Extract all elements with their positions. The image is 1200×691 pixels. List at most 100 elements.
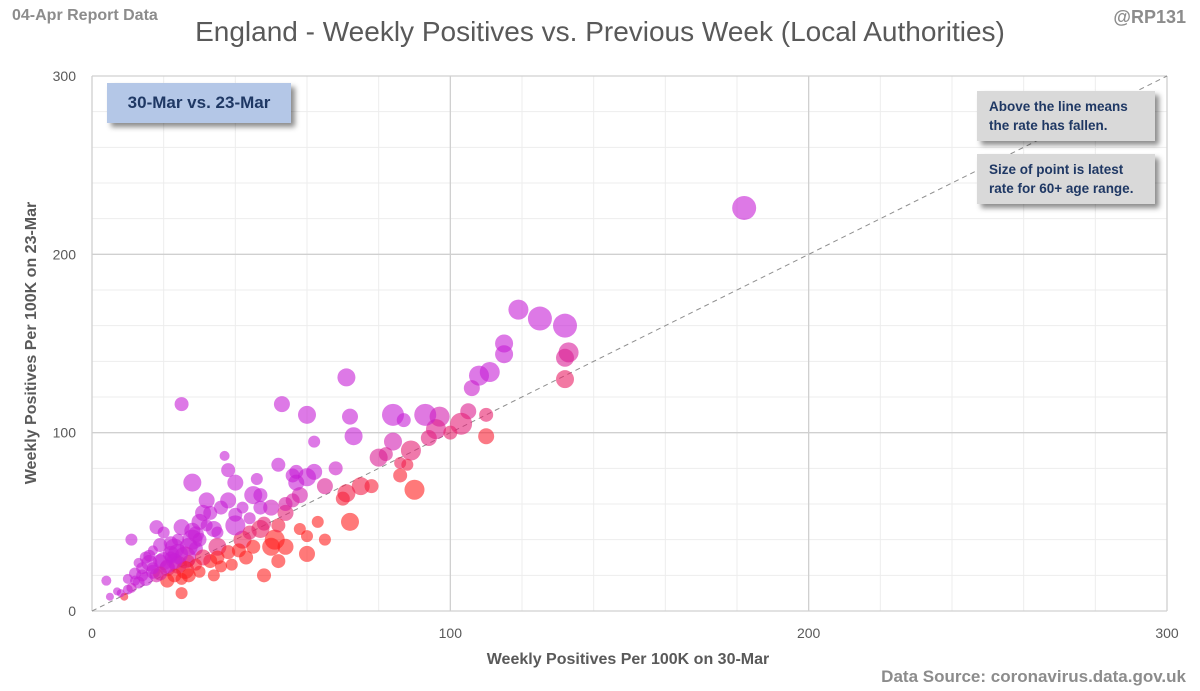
data-point bbox=[463, 380, 480, 397]
data-point bbox=[231, 543, 246, 558]
data-point bbox=[344, 427, 363, 446]
note1-line2: the rate has fallen. bbox=[989, 118, 1108, 133]
note2-line1: Size of point is latest bbox=[989, 162, 1124, 177]
report-date-label: 04-Apr Report Data bbox=[12, 7, 158, 24]
data-point bbox=[378, 447, 393, 462]
data-point bbox=[273, 396, 290, 413]
data-point bbox=[351, 477, 370, 496]
data-point bbox=[285, 468, 300, 483]
data-point bbox=[125, 533, 138, 546]
axis-ticks: 0 100 200 300 0 100 200 300 bbox=[53, 68, 1179, 641]
data-point bbox=[221, 545, 236, 560]
data-point bbox=[384, 432, 402, 451]
data-point bbox=[311, 515, 324, 528]
data-point bbox=[556, 348, 574, 367]
data-point bbox=[113, 587, 122, 596]
data-point bbox=[219, 450, 230, 461]
data-point bbox=[337, 368, 356, 387]
data-point bbox=[298, 405, 316, 424]
y-tick-label: 200 bbox=[53, 246, 77, 262]
data-point bbox=[263, 499, 280, 516]
data-point bbox=[225, 558, 238, 571]
note2-line2: rate for 60+ age range. bbox=[989, 181, 1134, 196]
major-gridlines bbox=[91, 75, 1168, 612]
data-point bbox=[393, 468, 408, 483]
y-axis-title: Weekly Positives Per 100K on 23-Mar bbox=[23, 202, 40, 485]
data-point bbox=[495, 345, 514, 364]
x-axis-title: Weekly Positives Per 100K on 30-Mar bbox=[487, 651, 770, 668]
data-point bbox=[335, 491, 350, 506]
data-point bbox=[253, 500, 268, 515]
data-point bbox=[404, 479, 425, 500]
data-point bbox=[195, 504, 212, 521]
data-point bbox=[479, 362, 500, 383]
data-point bbox=[175, 572, 188, 585]
x-tick-label: 0 bbox=[88, 625, 96, 641]
data-point bbox=[174, 397, 189, 412]
data-point bbox=[189, 558, 202, 571]
data-point bbox=[214, 500, 228, 515]
data-point bbox=[246, 539, 261, 554]
data-point bbox=[198, 492, 215, 509]
data-point bbox=[147, 545, 158, 556]
x-tick-label: 300 bbox=[1155, 625, 1179, 641]
data-point bbox=[257, 568, 271, 583]
data-point bbox=[250, 473, 263, 486]
data-point bbox=[126, 582, 137, 593]
data-point bbox=[299, 545, 315, 562]
x-tick-label: 100 bbox=[439, 625, 463, 641]
data-point bbox=[257, 516, 271, 531]
data-point bbox=[262, 537, 281, 556]
data-point bbox=[382, 403, 404, 426]
data-point bbox=[271, 518, 286, 533]
point-size-note: Size of point is latest rate for 60+ age… bbox=[977, 154, 1155, 204]
note1-line1: Above the line means bbox=[989, 99, 1128, 114]
data-point bbox=[227, 474, 244, 491]
data-point bbox=[146, 562, 159, 575]
data-point bbox=[200, 519, 213, 532]
data-source: Data Source: coronavirus.data.gov.uk bbox=[881, 667, 1186, 686]
data-point bbox=[401, 458, 414, 471]
data-point bbox=[105, 592, 114, 601]
data-point bbox=[414, 403, 437, 426]
data-point bbox=[271, 554, 286, 569]
data-point bbox=[175, 587, 188, 600]
y-tick-label: 100 bbox=[53, 425, 77, 441]
data-point bbox=[157, 526, 170, 539]
data-point bbox=[236, 501, 249, 514]
data-point bbox=[221, 463, 236, 478]
y-tick-label: 0 bbox=[68, 603, 76, 619]
data-point bbox=[316, 478, 333, 495]
data-point bbox=[210, 550, 225, 565]
data-point bbox=[318, 533, 331, 546]
data-point bbox=[211, 526, 224, 539]
data-point bbox=[341, 512, 359, 531]
data-point bbox=[420, 430, 437, 447]
data-point bbox=[364, 479, 379, 494]
data-point bbox=[553, 313, 577, 338]
data-point bbox=[400, 440, 421, 461]
data-point bbox=[328, 461, 343, 476]
data-point bbox=[244, 486, 263, 505]
data-point bbox=[443, 425, 458, 440]
data-point bbox=[133, 557, 144, 568]
data-point bbox=[183, 473, 202, 492]
data-point bbox=[184, 522, 201, 539]
period-label-box: 30-Mar vs. 23-Mar bbox=[107, 83, 291, 123]
data-point bbox=[508, 299, 529, 320]
data-point bbox=[308, 435, 321, 448]
data-point bbox=[243, 512, 256, 525]
data-point bbox=[278, 497, 293, 511]
data-point bbox=[207, 569, 220, 582]
data-point bbox=[242, 525, 257, 540]
data-point bbox=[478, 428, 495, 445]
data-point bbox=[732, 195, 757, 220]
data-point bbox=[479, 407, 494, 422]
y-tick-label: 300 bbox=[53, 68, 77, 84]
data-point bbox=[172, 533, 184, 546]
chart-title: England - Weekly Positives vs. Previous … bbox=[195, 16, 1005, 47]
data-point bbox=[164, 551, 177, 564]
data-point bbox=[225, 515, 246, 536]
data-points bbox=[101, 195, 757, 601]
